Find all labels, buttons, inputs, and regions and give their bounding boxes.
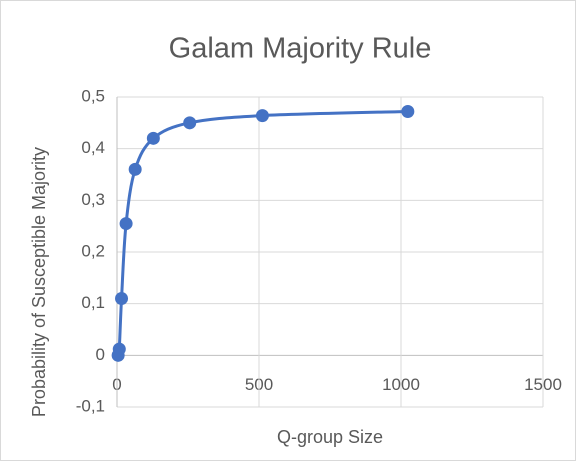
y-axis-title: Probability of Susceptible Majority <box>29 147 49 417</box>
data-point <box>183 116 197 130</box>
data-point <box>119 217 133 231</box>
data-point <box>115 292 129 305</box>
chart-title: Galam Majority Rule <box>169 33 432 65</box>
data-point <box>255 109 269 123</box>
data-point <box>146 131 160 145</box>
data-point <box>401 104 415 118</box>
y-tick-label: 0,3 <box>81 190 105 209</box>
y-tick-label: 0,1 <box>81 293 105 312</box>
data-point <box>112 342 126 356</box>
y-tick-label: 0,4 <box>81 138 105 157</box>
y-tick-label: 0,2 <box>81 241 105 260</box>
data-point <box>128 162 142 176</box>
y-tick-label: 0,5 <box>81 86 105 105</box>
y-tick-label: -0,1 <box>76 396 105 415</box>
x-axis-title: Q-group Size <box>277 427 383 447</box>
y-tick-label: 0 <box>96 345 105 364</box>
